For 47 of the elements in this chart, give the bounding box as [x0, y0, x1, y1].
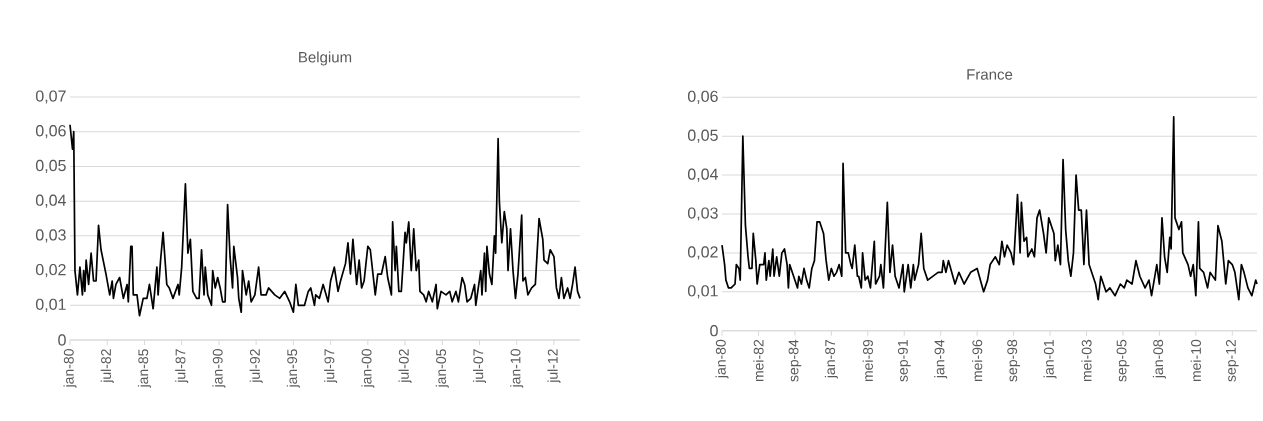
y-tick-label: 0,05	[35, 159, 66, 174]
x-tick-label: jan-94	[934, 339, 948, 379]
x-tick-label: jan-95	[286, 349, 300, 388]
x-tick-label: jan-80	[63, 349, 77, 388]
x-tick-label: jan-05	[435, 349, 449, 388]
x-tick-label: jan-01	[1043, 339, 1057, 379]
y-tick-label: 0,06	[35, 125, 66, 139]
y-tick-label: 0,05	[687, 129, 718, 143]
y-tick-label: 0	[710, 325, 718, 337]
x-tick-label: jan-00	[361, 349, 375, 388]
x-tick-label: jan-08	[1152, 339, 1166, 379]
x-tick-label: sep-05	[1116, 339, 1130, 382]
y-tick-label: 0,07	[35, 90, 66, 104]
x-tick-label: sep-98	[1007, 339, 1020, 382]
x-tick-label: jan-90	[212, 349, 226, 388]
x-tick-label: sep-12	[1225, 339, 1239, 382]
x-tick-label: mei-96	[972, 339, 983, 382]
x-tick-label: jan-10	[510, 349, 524, 388]
x-tick-label: mei-89	[862, 339, 873, 382]
y-tick-label: 0,03	[687, 207, 718, 221]
x-tick-label: sep-91	[897, 339, 911, 382]
y-tick-label: 0,01	[35, 298, 66, 312]
x-tick-label: jul-87	[175, 349, 189, 384]
y-tick-label: 0,06	[687, 90, 718, 104]
chart-title: France	[967, 69, 1013, 80]
x-tick-label: mei-03	[1081, 339, 1092, 382]
x-tick-label: jan-85	[137, 349, 151, 388]
y-tick-label: 0	[58, 334, 66, 346]
x-tick-label: jul-02	[398, 349, 412, 384]
y-tick-label: 0,03	[35, 229, 66, 243]
x-tick-label: jul-12	[547, 349, 561, 384]
y-tick-label: 0,04	[35, 194, 66, 208]
x-tick-label: jan-87	[824, 339, 838, 379]
line-series	[69, 123, 581, 317]
x-tick-label: jul-97	[324, 349, 338, 384]
x-tick-label: jul-92	[249, 349, 263, 384]
x-tick-label: jan-80	[715, 339, 729, 379]
y-tick-label: 0,01	[687, 285, 718, 299]
y-tick-label: 0,02	[35, 263, 66, 278]
x-tick-label: jul-82	[100, 349, 114, 384]
x-tick-label: jul-07	[472, 349, 487, 384]
x-tick-label: mei-10	[1190, 339, 1201, 382]
y-tick-label: 0,04	[687, 168, 718, 182]
y-tick-label: 0,02	[687, 246, 718, 260]
x-tick-label: sep-84	[788, 339, 802, 382]
chart-title: Belgium	[299, 51, 352, 66]
x-tick-label: mei-82	[753, 339, 764, 382]
